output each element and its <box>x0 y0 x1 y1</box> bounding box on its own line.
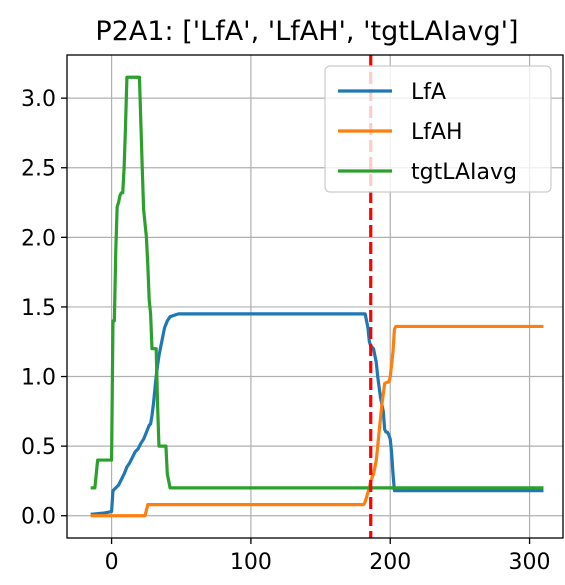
x-tick-label: 100 <box>230 550 272 575</box>
x-tick-label: 200 <box>369 550 411 575</box>
x-tick-label: 300 <box>509 550 551 575</box>
y-tick-label: 0.5 <box>21 435 56 460</box>
legend-box <box>324 65 552 193</box>
y-tick-label: 2.0 <box>21 226 56 251</box>
legend: LfA LfAH tgtLAIavg <box>324 65 552 193</box>
chart-title: P2A1: ['LfA', 'LfAH', 'tgtLAIavg'] <box>95 16 518 47</box>
legend-label-tgtlaiavg: tgtLAIavg <box>411 160 517 185</box>
axis-ticks: 0 100 200 300 0.0 0.5 1.0 1.5 2.0 2.5 3.0 <box>21 87 551 575</box>
series-line-tgtlaiavg <box>90 75 544 490</box>
y-tick-label: 1.5 <box>21 296 56 321</box>
x-tick-label: 0 <box>105 550 119 575</box>
series-lines <box>90 75 544 518</box>
y-tick-label: 3.0 <box>21 87 56 112</box>
y-tick-label: 1.0 <box>21 366 56 391</box>
series-line-lfah <box>90 324 544 518</box>
legend-label-lfah: LfAH <box>411 120 463 145</box>
series-line-lfa <box>90 312 544 516</box>
y-tick-label: 0.0 <box>21 505 56 530</box>
plot-frame <box>66 54 564 539</box>
y-tick-label: 2.5 <box>21 157 56 182</box>
legend-label-lfa: LfA <box>411 80 446 105</box>
